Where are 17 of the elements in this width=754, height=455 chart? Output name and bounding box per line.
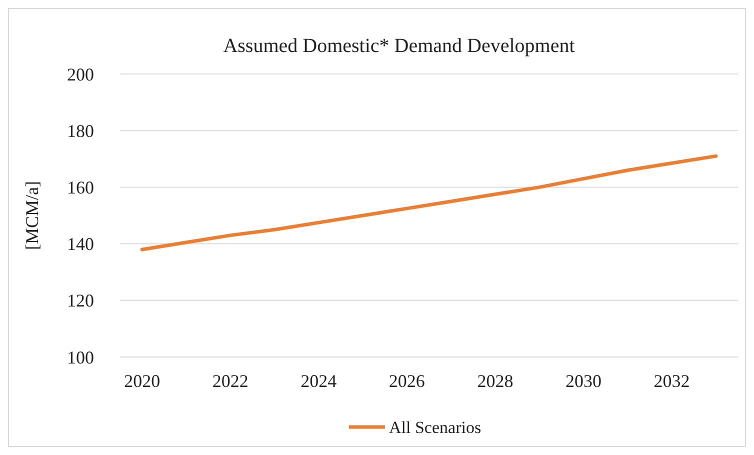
y-tick-label: 180 (67, 120, 94, 141)
y-tick-label: 160 (67, 178, 94, 198)
x-tick-label: 2026 (388, 371, 425, 391)
y-axis-title: [MCM/a] (22, 181, 42, 250)
x-tick-label: 2020 (124, 371, 160, 391)
x-tick-label: 2022 (212, 371, 248, 391)
legend-label: All Scenarios (389, 418, 482, 437)
x-tick-label: 2028 (477, 371, 514, 391)
x-tick-label: 2030 (566, 371, 602, 391)
y-tick-label: 100 (67, 347, 94, 368)
y-tick-label: 140 (67, 234, 94, 254)
line-series (140, 154, 718, 252)
x-tick-label: 2032 (654, 371, 690, 391)
x-tick-label: 2024 (300, 371, 337, 391)
y-tick-label: 120 (67, 290, 94, 311)
chart-title: Assumed Domestic* Demand Development (223, 35, 576, 57)
y-tick-label: 200 (67, 64, 94, 84)
